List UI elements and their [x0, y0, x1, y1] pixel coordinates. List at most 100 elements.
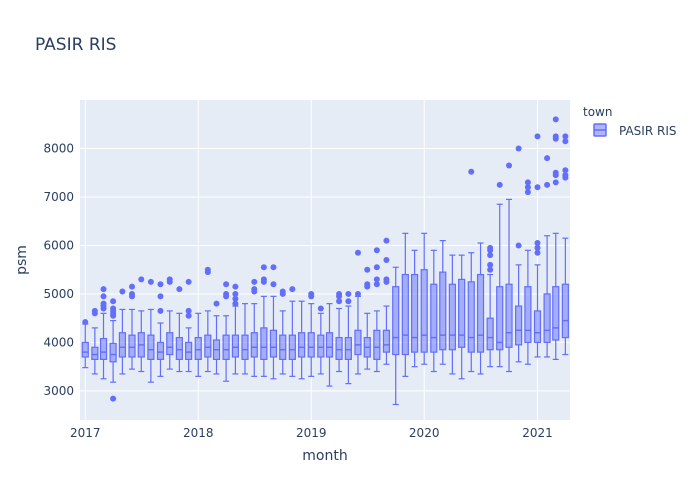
- outlier-point[interactable]: [373, 264, 380, 271]
- outlier-point[interactable]: [487, 266, 494, 273]
- outlier-point[interactable]: [279, 288, 286, 295]
- box-2017-09[interactable]: [156, 281, 165, 377]
- box-2017-05[interactable]: [118, 288, 127, 375]
- box-2020-09[interactable]: [496, 181, 504, 368]
- box-2020-12[interactable]: [524, 179, 532, 365]
- box-2018-03[interactable]: [212, 300, 221, 375]
- box-2017-04[interactable]: [109, 298, 117, 402]
- outlier-point[interactable]: [364, 266, 371, 273]
- outlier-point[interactable]: [100, 293, 107, 300]
- outlier-point[interactable]: [373, 247, 380, 254]
- box-2017-11[interactable]: [175, 286, 183, 373]
- outlier-point[interactable]: [100, 286, 107, 293]
- outlier-point[interactable]: [147, 278, 154, 285]
- outlier-point[interactable]: [289, 286, 296, 293]
- outlier-point[interactable]: [185, 278, 192, 285]
- box-2020-07[interactable]: [476, 242, 485, 375]
- box-2018-05[interactable]: [231, 283, 239, 375]
- box-2017-12[interactable]: [185, 278, 193, 373]
- outlier-point[interactable]: [223, 290, 230, 297]
- outlier-point[interactable]: [487, 244, 494, 251]
- outlier-point[interactable]: [308, 290, 315, 297]
- outlier-point[interactable]: [552, 116, 559, 123]
- outlier-point[interactable]: [487, 261, 494, 268]
- box-2020-08[interactable]: [486, 244, 494, 368]
- outlier-point[interactable]: [524, 189, 531, 196]
- outlier-point[interactable]: [506, 162, 513, 169]
- outlier-point[interactable]: [562, 167, 569, 174]
- outlier-point[interactable]: [176, 286, 183, 293]
- outlier-point[interactable]: [204, 266, 211, 273]
- outlier-point[interactable]: [317, 305, 324, 312]
- box-2019-10[interactable]: [392, 266, 400, 406]
- box-2019-01[interactable]: [307, 290, 315, 377]
- outlier-point[interactable]: [138, 276, 145, 283]
- outlier-point[interactable]: [223, 281, 230, 288]
- outlier-point[interactable]: [336, 290, 343, 297]
- outlier-point[interactable]: [552, 133, 559, 140]
- outlier-point[interactable]: [157, 307, 164, 314]
- outlier-point[interactable]: [524, 179, 531, 186]
- outlier-point[interactable]: [534, 133, 541, 140]
- outlier-point[interactable]: [232, 295, 239, 302]
- outlier-point[interactable]: [232, 300, 239, 307]
- outlier-point[interactable]: [552, 169, 559, 176]
- outlier-point[interactable]: [251, 278, 258, 285]
- box-2020-11[interactable]: [515, 145, 523, 363]
- outlier-point[interactable]: [232, 283, 239, 290]
- box-2018-01[interactable]: [194, 312, 202, 377]
- box-2019-05[interactable]: [344, 290, 352, 385]
- outlier-point[interactable]: [232, 290, 239, 297]
- outlier-point[interactable]: [544, 181, 551, 188]
- outlier-point[interactable]: [166, 276, 173, 283]
- outlier-point[interactable]: [515, 145, 522, 152]
- box-2020-06[interactable]: [467, 168, 475, 373]
- box-2019-07[interactable]: [363, 266, 371, 370]
- outlier-point[interactable]: [185, 307, 192, 314]
- box-2020-10[interactable]: [505, 162, 513, 373]
- outlier-point[interactable]: [534, 249, 541, 256]
- box-2018-06[interactable]: [241, 303, 249, 375]
- outlier-point[interactable]: [354, 249, 361, 256]
- box-2019-02[interactable]: [317, 305, 325, 375]
- outlier-point[interactable]: [373, 281, 380, 288]
- outlier-point[interactable]: [157, 293, 164, 300]
- outlier-point[interactable]: [534, 244, 541, 251]
- outlier-point[interactable]: [213, 300, 220, 307]
- outlier-point[interactable]: [534, 184, 541, 191]
- outlier-point[interactable]: [100, 300, 107, 307]
- outlier-point[interactable]: [270, 281, 277, 288]
- outlier-point[interactable]: [129, 290, 136, 297]
- outlier-point[interactable]: [496, 181, 503, 188]
- box-2017-03[interactable]: [99, 286, 108, 380]
- outlier-point[interactable]: [354, 290, 361, 297]
- outlier-point[interactable]: [157, 281, 164, 288]
- outlier-point[interactable]: [562, 172, 569, 179]
- outlier-point[interactable]: [110, 298, 117, 305]
- outlier-point[interactable]: [345, 298, 352, 305]
- outlier-point[interactable]: [260, 264, 267, 271]
- box-2019-09[interactable]: [382, 237, 391, 365]
- outlier-point[interactable]: [562, 138, 569, 145]
- box-2017-06[interactable]: [128, 283, 136, 370]
- outlier-point[interactable]: [110, 395, 117, 402]
- outlier-point[interactable]: [373, 276, 380, 283]
- outlier-point[interactable]: [383, 257, 390, 263]
- outlier-point[interactable]: [82, 319, 89, 326]
- box-2021-04[interactable]: [561, 133, 569, 356]
- box-2017-02[interactable]: [91, 307, 99, 375]
- box-2018-07[interactable]: [250, 278, 258, 377]
- outlier-point[interactable]: [91, 307, 98, 314]
- box-2018-12[interactable]: [298, 300, 306, 380]
- legend-item-pasir-ris[interactable]: PASIR RIS: [593, 123, 676, 138]
- box-2017-08[interactable]: [147, 278, 155, 383]
- outlier-point[interactable]: [524, 184, 531, 191]
- box-2019-04[interactable]: [335, 290, 343, 373]
- box-2019-12[interactable]: [411, 249, 419, 368]
- box-2018-04[interactable]: [222, 281, 230, 382]
- outlier-point[interactable]: [185, 312, 192, 319]
- outlier-point[interactable]: [552, 179, 559, 186]
- outlier-point[interactable]: [251, 286, 258, 293]
- outlier-point[interactable]: [345, 290, 352, 297]
- outlier-point[interactable]: [129, 283, 136, 290]
